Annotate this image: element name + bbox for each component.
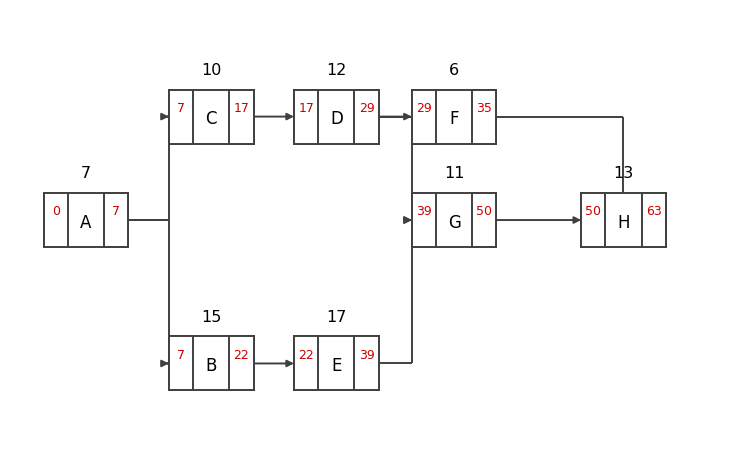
Text: 39: 39 xyxy=(416,205,432,219)
Bar xyxy=(229,89,253,144)
Bar xyxy=(169,336,253,391)
Bar xyxy=(294,336,378,391)
Text: F: F xyxy=(449,110,459,128)
Bar xyxy=(169,336,193,391)
Text: 50: 50 xyxy=(477,205,492,219)
Text: H: H xyxy=(617,214,630,232)
Text: C: C xyxy=(205,110,217,128)
Bar xyxy=(412,193,436,247)
Bar xyxy=(641,193,666,247)
Text: 35: 35 xyxy=(477,102,492,115)
Bar xyxy=(44,193,129,247)
Bar xyxy=(355,89,378,144)
Text: 17: 17 xyxy=(234,102,249,115)
Text: 7: 7 xyxy=(177,349,185,362)
Bar xyxy=(581,193,666,247)
Bar xyxy=(355,336,378,391)
Text: G: G xyxy=(448,214,460,232)
Bar xyxy=(229,336,253,391)
Text: 22: 22 xyxy=(234,349,249,362)
Bar xyxy=(104,193,129,247)
Text: D: D xyxy=(330,110,343,128)
Bar xyxy=(44,193,68,247)
Text: 15: 15 xyxy=(201,310,222,324)
Text: 13: 13 xyxy=(613,166,633,181)
Bar xyxy=(472,89,497,144)
Bar xyxy=(294,336,319,391)
Text: E: E xyxy=(331,357,341,375)
Bar xyxy=(581,193,605,247)
Text: 50: 50 xyxy=(585,205,602,219)
Text: 29: 29 xyxy=(358,102,375,115)
Text: 29: 29 xyxy=(416,102,432,115)
Text: 22: 22 xyxy=(299,349,314,362)
Text: 39: 39 xyxy=(358,349,375,362)
Text: 63: 63 xyxy=(646,205,661,219)
Bar xyxy=(412,89,436,144)
Text: 7: 7 xyxy=(112,205,120,219)
Text: 17: 17 xyxy=(326,310,347,324)
Text: 0: 0 xyxy=(52,205,60,219)
Text: A: A xyxy=(81,214,92,232)
Text: 17: 17 xyxy=(299,102,314,115)
Text: 7: 7 xyxy=(81,166,91,181)
Bar xyxy=(294,89,319,144)
Text: B: B xyxy=(205,357,217,375)
Bar xyxy=(412,89,497,144)
Bar xyxy=(294,89,378,144)
Text: 7: 7 xyxy=(177,102,185,115)
Text: 10: 10 xyxy=(201,63,222,78)
Text: 11: 11 xyxy=(444,166,464,181)
Bar xyxy=(412,193,497,247)
Bar xyxy=(169,89,193,144)
Bar xyxy=(169,89,253,144)
Bar xyxy=(472,193,497,247)
Text: 6: 6 xyxy=(449,63,459,78)
Text: 12: 12 xyxy=(326,63,347,78)
